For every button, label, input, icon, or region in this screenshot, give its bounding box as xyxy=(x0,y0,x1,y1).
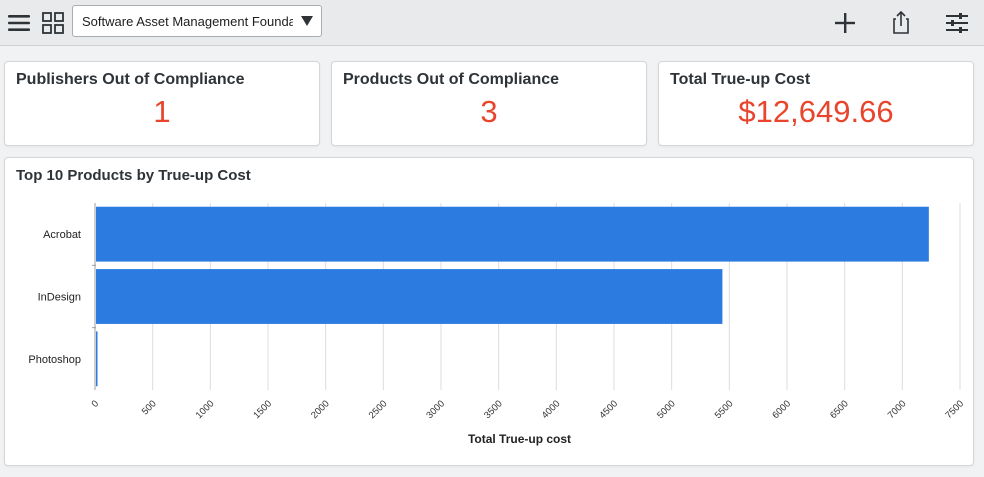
chart-title: Top 10 Products by True-up Cost xyxy=(16,167,251,184)
x-tick-label: 5500 xyxy=(713,398,736,421)
hamburger-menu-icon[interactable] xyxy=(4,8,34,38)
plus-icon[interactable] xyxy=(830,8,860,38)
x-tick-label: 3500 xyxy=(482,398,505,421)
top-products-chart-card: Top 10 Products by True-up Cost 0 500 1000… xyxy=(4,157,974,466)
publishers-out-of-compliance-card[interactable]: Publishers Out of Compliance 1 xyxy=(4,61,320,146)
total-true-up-cost-card[interactable]: Total True-up Cost $12,649.66 xyxy=(658,61,974,146)
x-tick-label: 2500 xyxy=(367,398,390,421)
dashboard-grid-icon[interactable] xyxy=(38,8,68,38)
y-category-label: InDesign xyxy=(38,292,81,304)
x-tick-label: 0 xyxy=(90,398,102,410)
caret-down-icon xyxy=(293,16,321,26)
x-tick-label: 1500 xyxy=(251,398,274,421)
x-tick-label: 1000 xyxy=(194,398,217,421)
card-value[interactable]: $12,649.66 xyxy=(738,94,894,129)
products-out-of-compliance-card[interactable]: Products Out of Compliance 3 xyxy=(331,61,647,146)
x-tick-label: 4000 xyxy=(540,398,563,421)
x-tick-label: 6000 xyxy=(770,398,793,421)
x-tick-label: 6500 xyxy=(828,398,851,421)
card-value[interactable]: 1 xyxy=(153,94,171,129)
card-title: Products Out of Compliance xyxy=(343,71,560,88)
x-tick-label: 4500 xyxy=(597,398,620,421)
dashboard-select[interactable]: Software Asset Management Founda... xyxy=(72,5,322,37)
top-toolbar: Software Asset Management Founda... xyxy=(0,0,984,46)
x-axis-title: Total True-up cost xyxy=(468,432,571,446)
bar-photoshop[interactable] xyxy=(96,331,98,387)
card-value[interactable]: 3 xyxy=(480,94,498,129)
x-tick-label: 2000 xyxy=(309,398,332,421)
sliders-settings-icon[interactable] xyxy=(942,8,972,38)
x-tick-label: 7500 xyxy=(943,398,966,421)
y-category-label: Acrobat xyxy=(43,229,81,241)
y-category-label: Photoshop xyxy=(28,354,81,366)
dashboard-select-value: Software Asset Management Founda... xyxy=(82,13,293,29)
share-export-icon[interactable] xyxy=(886,8,916,38)
bar-acrobat[interactable] xyxy=(96,206,929,262)
card-title: Total True-up Cost xyxy=(670,71,811,88)
x-tick-label: 7000 xyxy=(886,398,909,421)
x-tick-label: 3000 xyxy=(424,398,447,421)
card-title: Publishers Out of Compliance xyxy=(16,71,245,88)
bar-indesign[interactable] xyxy=(96,269,723,324)
x-tick-label: 5000 xyxy=(655,398,678,421)
true-up-cost-bar-chart: 0 500 1000 1500 2000 2500 3000 3500 4000 4500 5000… xyxy=(28,203,966,446)
x-tick-label: 500 xyxy=(140,398,159,417)
